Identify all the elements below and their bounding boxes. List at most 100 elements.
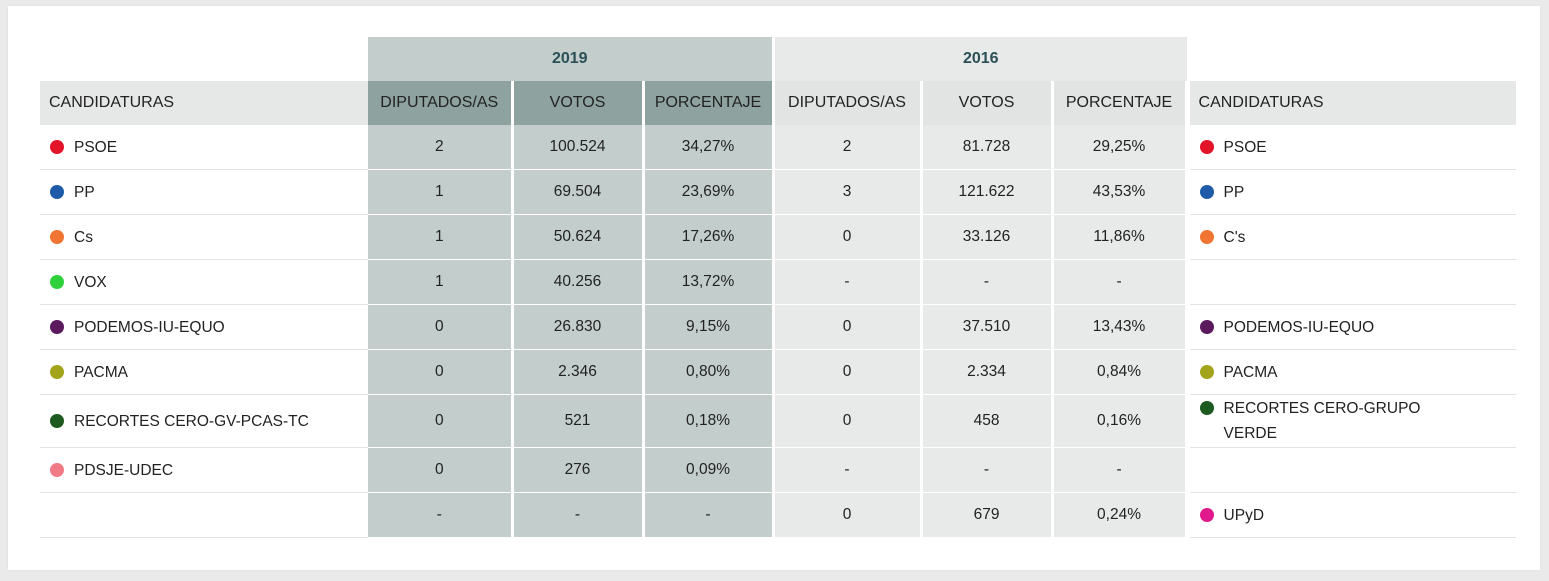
porcentaje-2019-cell: 0,09% [641,447,774,493]
diputados-2016-cell: 0 [771,214,922,260]
diputados-2016-cell: 0 [771,304,922,350]
header-diputados-2016: DIPUTADOS/AS [771,81,922,125]
candidature-2019: RECORTES CERO-GV-PCAS-TC [40,394,368,448]
table-row: VOX 1 40.256 13,72% - - - [40,259,1517,305]
header-candidaturas-2016: CANDIDATURAS [1184,81,1517,125]
election-results-table: 2019 2016 CANDIDATURAS DIPUTADOS/AS VOTO… [40,37,1517,538]
votos-2016-cell: - [919,259,1053,305]
votos-2019-cell: 40.256 [510,259,643,305]
candidature-2019: VOX [40,259,368,305]
table-row: PDSJE-UDEC 0 276 0,09% - - - [40,447,1517,493]
table-row: PACMA 0 2.346 0,80% 0 2.334 0,84% PACMA [40,349,1517,395]
party-color-dot-icon [1199,320,1214,334]
candidature-2019: PODEMOS-IU-EQUO [40,304,368,350]
party-color-dot-icon [1199,508,1214,522]
porcentaje-2019-cell: 0,18% [641,394,774,448]
candidature-2016: RECORTES CERO-GRUPO VERDE [1184,394,1517,448]
porcentaje-2019-cell: - [641,492,774,538]
diputados-2019-cell: 1 [368,214,512,260]
diputados-2019-cell: 1 [368,259,512,305]
party-name: UPyD [1223,506,1265,524]
party-name: Cs [74,228,93,246]
porcentaje-2019-cell: 9,15% [641,304,774,350]
party-color-dot-icon [1199,230,1214,244]
porcentaje-2016-cell: - [1050,447,1188,493]
diputados-2016-cell: 0 [771,349,922,395]
votos-2019-cell: 69.504 [510,169,643,215]
results-card: 2019 2016 CANDIDATURAS DIPUTADOS/AS VOTO… [8,6,1540,570]
candidature-2016: PODEMOS-IU-EQUO [1184,304,1517,350]
votos-2016-cell: 2.334 [919,349,1053,395]
candidature-2016 [1184,259,1517,305]
porcentaje-2019-cell: 23,69% [641,169,774,215]
votos-2016-cell: - [919,447,1053,493]
party-color-dot-icon [50,275,64,289]
column-header-row: CANDIDATURAS DIPUTADOS/AS VOTOS PORCENTA… [40,81,1517,125]
year-2019-header: 2019 [368,37,774,81]
table-row: PSOE 2 100.524 34,27% 2 81.728 29,25% PSOE [40,125,1517,170]
porcentaje-2016-cell: 0,84% [1050,349,1188,395]
votos-2019-cell: 50.624 [510,214,643,260]
votos-2019-cell: 100.524 [510,125,643,170]
diputados-2016-cell: 0 [771,394,922,448]
candidature-2019: PACMA [40,349,368,395]
porcentaje-2019-cell: 34,27% [641,125,774,170]
votos-2019-cell: - [510,492,643,538]
votos-2019-cell: 276 [510,447,643,493]
header-votos-2019: VOTOS [510,81,643,125]
party-name: PODEMOS-IU-EQUO [74,318,225,336]
diputados-2016-cell: 0 [771,492,922,538]
table-row: PODEMOS-IU-EQUO 0 26.830 9,15% 0 37.510 13,43%… [40,304,1517,350]
table-row: RECORTES CERO-GV-PCAS-TC 0 521 0,18% 0 458 0,1… [40,394,1517,448]
candidature-2016: PP [1184,169,1517,215]
party-color-dot-icon [50,230,64,244]
party-name: PSOE [74,138,118,156]
party-color-dot-icon [50,185,64,199]
candidature-2019 [40,492,368,538]
party-color-dot-icon [1199,365,1214,379]
candidature-2016: C's [1184,214,1517,260]
party-name: RECORTES CERO-GV-PCAS-TC [74,412,309,430]
candidature-2016 [1184,447,1517,493]
candidature-2019: PSOE [40,125,368,170]
results-body: PSOE 2 100.524 34,27% 2 81.728 29,25% PSOE PP 1 69… [40,125,1517,538]
party-name: PDSJE-UDEC [74,461,174,479]
porcentaje-2016-cell: 43,53% [1050,169,1188,215]
header-porcentaje-2019: PORCENTAJE [641,81,774,125]
year-header-row: 2019 2016 [40,37,1516,81]
year-spacer-left [40,37,368,81]
votos-2016-cell: 37.510 [919,304,1053,350]
porcentaje-2016-cell: 29,25% [1050,125,1188,170]
party-name: VOX [74,273,107,291]
header-votos-2016: VOTOS [919,81,1053,125]
votos-2016-cell: 679 [919,492,1053,538]
porcentaje-2016-cell: 11,86% [1050,214,1188,260]
votos-2016-cell: 121.622 [919,169,1053,215]
party-name: PODEMOS-IU-EQUO [1223,318,1375,336]
header-diputados-2019: DIPUTADOS/AS [368,81,512,125]
diputados-2019-cell: 0 [368,304,512,350]
porcentaje-2019-cell: 13,72% [641,259,774,305]
porcentaje-2016-cell: 13,43% [1050,304,1188,350]
party-name: RECORTES CERO-GRUPO VERDE [1223,400,1421,442]
candidature-2019: PDSJE-UDEC [40,447,368,493]
year-spacer-right [1187,37,1516,81]
diputados-2019-cell: 0 [368,447,512,493]
party-color-dot-icon [1199,185,1214,199]
party-color-dot-icon [1199,140,1214,154]
party-color-dot-icon [50,414,64,428]
party-color-dot-icon [50,463,64,477]
candidature-2016: PACMA [1184,349,1517,395]
porcentaje-2019-cell: 0,80% [641,349,774,395]
diputados-2016-cell: - [771,447,922,493]
votos-2019-cell: 521 [510,394,643,448]
candidature-2019: PP [40,169,368,215]
candidature-2016: UPyD [1184,492,1517,538]
candidature-2019: Cs [40,214,368,260]
party-name: PP [74,183,95,201]
diputados-2016-cell: 2 [771,125,922,170]
votos-2016-cell: 33.126 [919,214,1053,260]
party-name: PACMA [74,363,128,381]
diputados-2016-cell: 3 [771,169,922,215]
party-color-dot-icon [50,365,64,379]
